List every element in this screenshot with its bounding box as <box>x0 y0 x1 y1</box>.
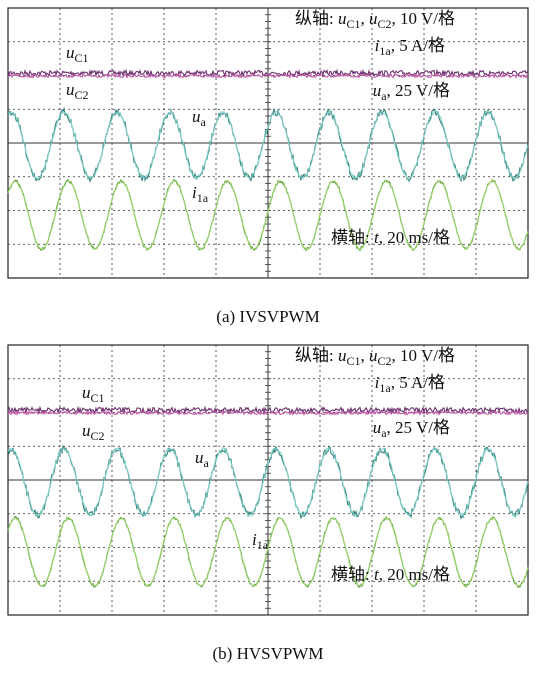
text-part: , 25 V/格 <box>387 81 450 100</box>
text-part: C1 <box>75 51 89 65</box>
text-part: u <box>66 80 75 99</box>
text-part: u <box>82 383 91 402</box>
vertical-scale: 纵轴: uC1, uC2, 10 V/格 <box>295 9 455 31</box>
text-part: , 10 V/格 <box>392 9 455 28</box>
text-part: 纵轴: <box>295 346 338 365</box>
text-part: u <box>373 418 382 437</box>
text-part: C2 <box>378 354 392 368</box>
text-part: u <box>338 9 347 28</box>
text-part: , 20 ms/格 <box>379 228 450 247</box>
text-part: , 5 A/格 <box>391 36 445 55</box>
text-part: u <box>338 346 347 365</box>
text-part: C2 <box>75 88 89 102</box>
text-part: u <box>369 346 378 365</box>
text-part: u <box>66 43 75 62</box>
text-part: u <box>192 107 201 126</box>
text-part: , <box>361 9 370 28</box>
caption: (b) HVSVPWM <box>213 644 324 663</box>
text-part: 1a <box>197 191 209 205</box>
text-part: 1a <box>379 381 391 395</box>
text-part: 横轴: <box>331 565 374 584</box>
text-part: C1 <box>91 391 105 405</box>
text-part: u <box>195 448 204 467</box>
caption: (a) IVSVPWM <box>216 307 319 326</box>
text-part: C1 <box>347 17 361 31</box>
text-part: u <box>373 81 382 100</box>
text-part: 1a <box>379 44 391 58</box>
text-part: C1 <box>347 354 361 368</box>
text-part: a <box>204 456 210 470</box>
text-part: C2 <box>91 429 105 443</box>
vertical-scale: 纵轴: uC1, uC2, 10 V/格 <box>295 346 455 368</box>
text-part: , 25 V/格 <box>387 418 450 437</box>
text-part: a <box>201 115 207 129</box>
text-part: , 5 A/格 <box>391 373 445 392</box>
text-part: 纵轴: <box>295 9 338 28</box>
text-part: , 20 ms/格 <box>379 565 450 584</box>
text-part: , <box>361 346 370 365</box>
text-part: u <box>369 9 378 28</box>
text-part: 1a <box>257 538 269 552</box>
text-part: 横轴: <box>331 228 374 247</box>
horizontal-scale: 横轴: t, 20 ms/格 <box>331 565 450 584</box>
horizontal-scale: 横轴: t, 20 ms/格 <box>331 228 450 247</box>
text-part: u <box>82 421 91 440</box>
text-part: C2 <box>378 17 392 31</box>
figure: uC1uC2uai1a纵轴: uC1, uC2, 10 V/格i1a, 5 A/… <box>0 0 536 673</box>
text-part: , 10 V/格 <box>392 346 455 365</box>
